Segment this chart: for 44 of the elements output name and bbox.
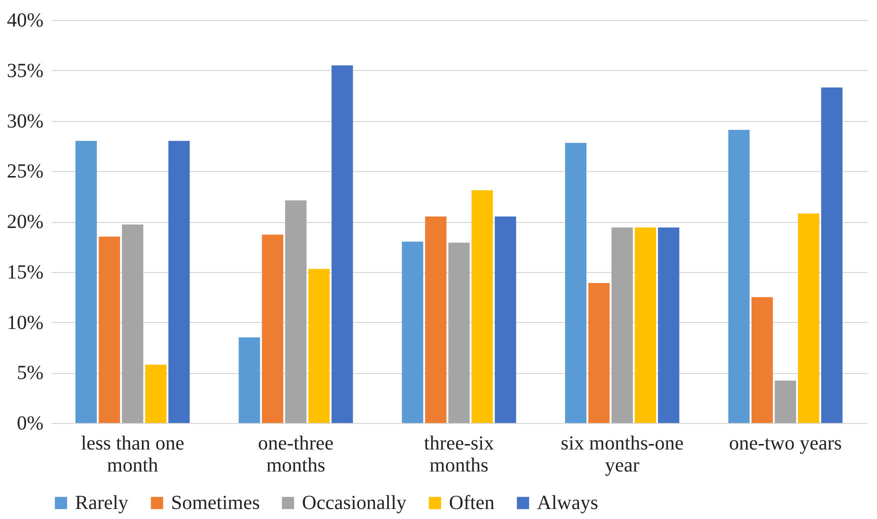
bar — [238, 337, 260, 423]
bar — [821, 88, 843, 423]
y-tick-label: 0% — [16, 412, 44, 434]
bar — [658, 228, 680, 423]
x-tick-label: three-six months — [424, 432, 494, 476]
legend-label: Sometimes — [171, 492, 260, 514]
bar — [634, 228, 656, 423]
bar — [798, 213, 820, 423]
y-tick-label: 25% — [6, 160, 44, 183]
bar — [728, 130, 750, 423]
bar — [425, 216, 446, 423]
x-tick-label: one-two years — [729, 432, 842, 454]
bar — [285, 200, 306, 423]
y-tick-label: 35% — [6, 60, 44, 82]
bar — [262, 234, 284, 423]
bar — [448, 242, 470, 423]
y-tick-label: 40% — [6, 10, 44, 32]
y-tick-label: 30% — [6, 110, 44, 132]
bar — [472, 190, 493, 423]
legend-label: Rarely — [75, 492, 128, 514]
bar — [588, 282, 610, 423]
y-tick-label: 5% — [16, 362, 44, 384]
x-tick-label: one-three months — [258, 432, 334, 476]
bar — [565, 142, 586, 423]
bar — [752, 297, 773, 423]
bar — [145, 364, 166, 423]
bar — [168, 140, 190, 423]
x-tick-label: less than one month — [80, 432, 184, 476]
x-tick-label: six months-one year — [560, 432, 684, 476]
bar — [402, 242, 424, 423]
bar — [494, 216, 516, 423]
legend-label: Often — [449, 492, 495, 514]
bar — [774, 380, 796, 423]
bar — [332, 65, 353, 423]
y-tick-label: 20% — [6, 211, 44, 233]
bar — [98, 236, 120, 423]
y-tick-label: 15% — [6, 261, 44, 284]
bar — [612, 228, 633, 423]
bar — [122, 224, 144, 423]
legend-label: Occasionally — [302, 492, 406, 514]
bar — [308, 268, 330, 423]
legend-label: Always — [537, 492, 598, 514]
y-tick-label: 10% — [6, 312, 44, 334]
bar — [75, 140, 97, 423]
